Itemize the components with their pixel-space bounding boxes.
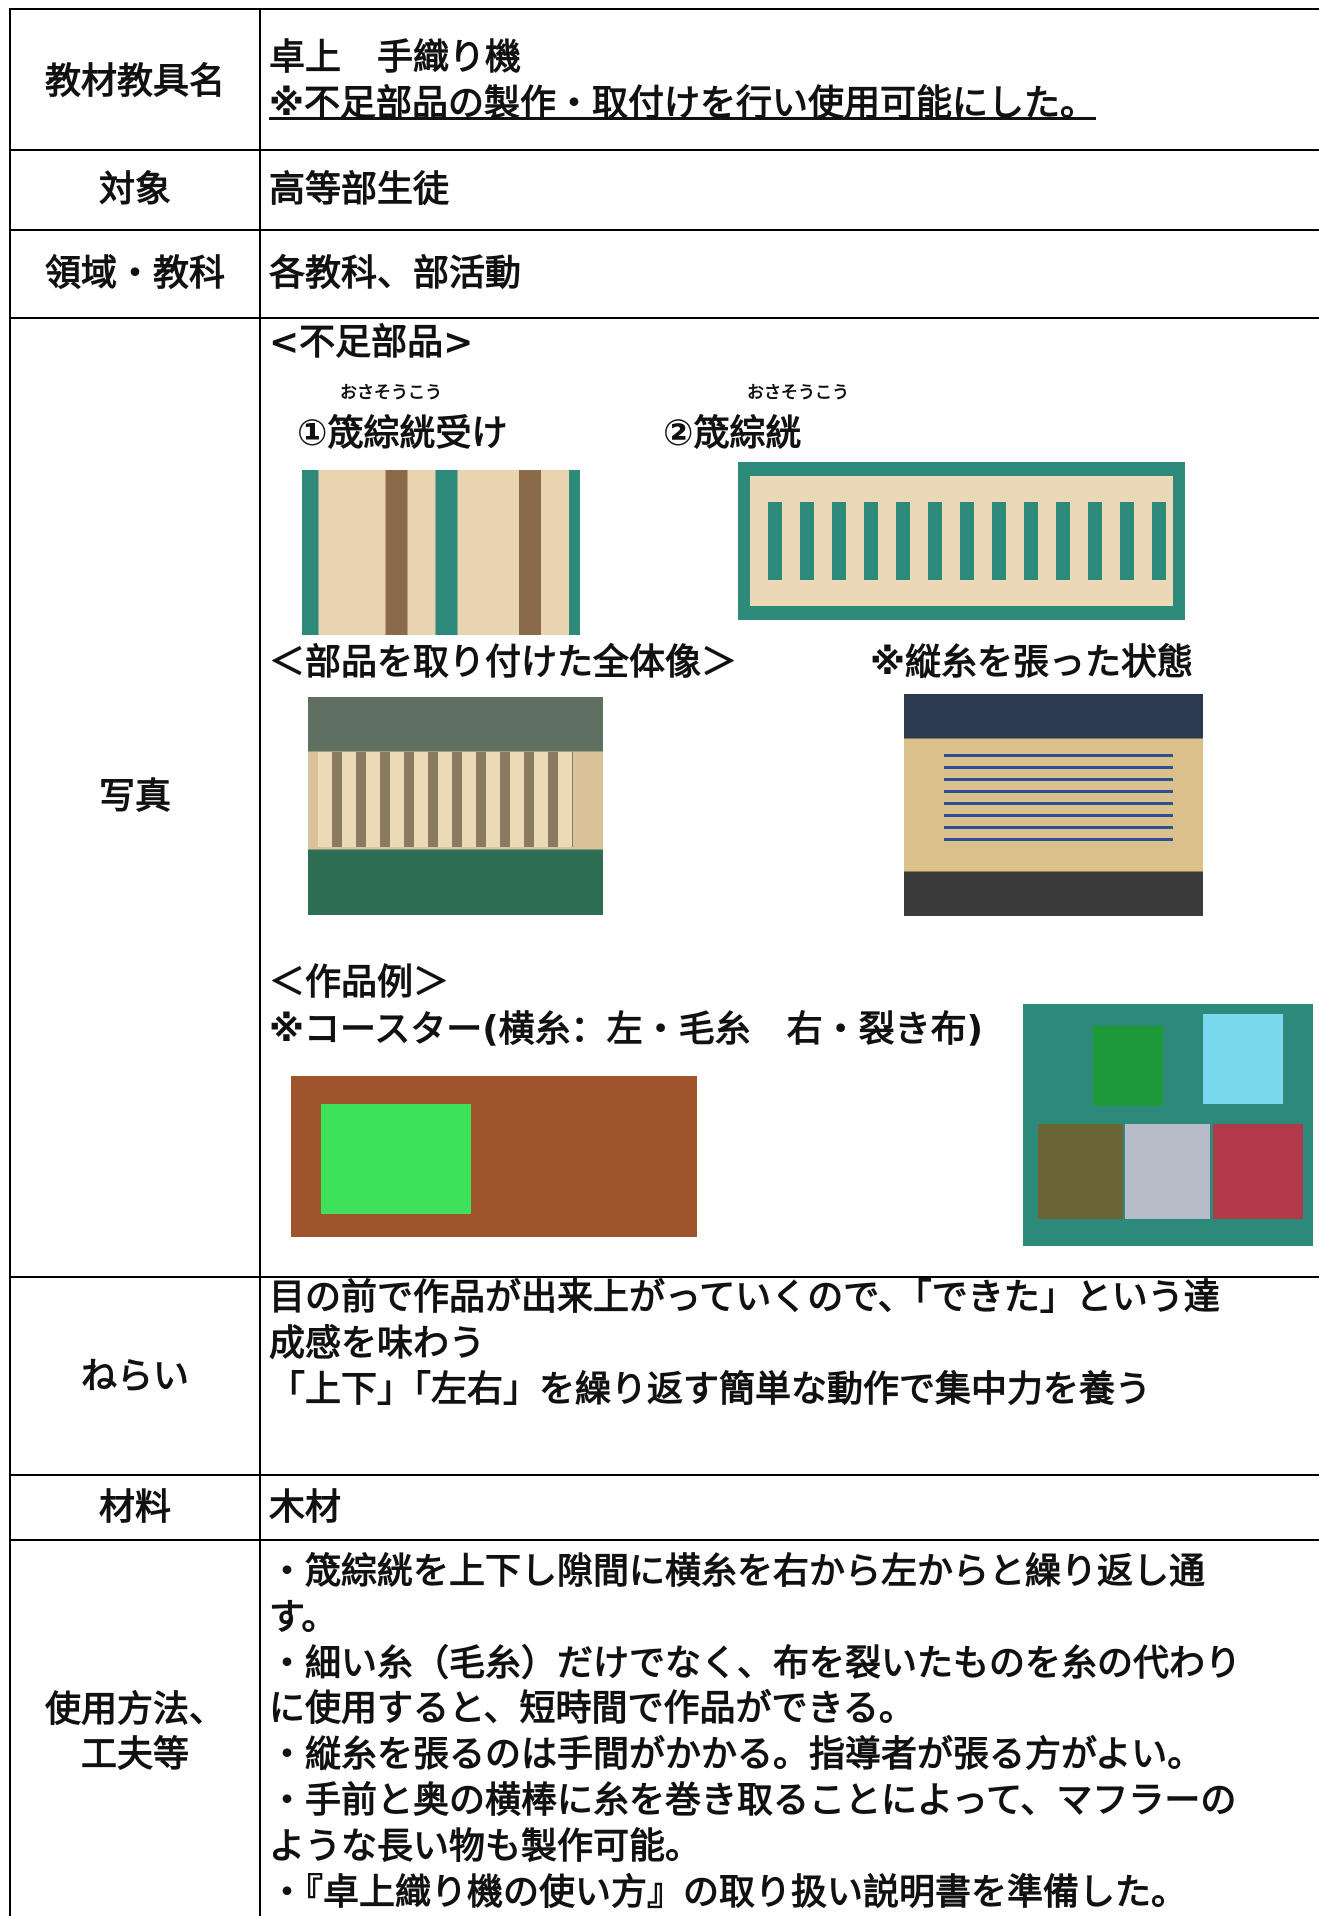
row-label: 写真 bbox=[98, 776, 171, 817]
border bbox=[259, 8, 261, 1916]
photo-part2 bbox=[738, 462, 1185, 620]
ruby: おさそうこう bbox=[340, 383, 442, 403]
cell-text: 木材 bbox=[269, 1487, 342, 1528]
row-label: 教材教具名 bbox=[44, 61, 225, 102]
cell-text: す。 bbox=[269, 1596, 338, 1638]
caption: ②筬綜絖 bbox=[663, 413, 802, 454]
border bbox=[9, 317, 1319, 319]
row-label: 材料 bbox=[98, 1487, 171, 1528]
photo-coasters-2 bbox=[1023, 1004, 1313, 1246]
caption: ＜作品例＞ bbox=[269, 962, 450, 1003]
cell-text: ・縦糸を張るのは手間がかかる。指導者が張る方がよい。 bbox=[269, 1734, 1204, 1776]
caption: ※縦糸を張った状態 bbox=[870, 642, 1193, 683]
row-label: 対象 bbox=[98, 169, 171, 210]
border bbox=[9, 1276, 1319, 1278]
row-label: 使用方法、 bbox=[44, 1689, 225, 1730]
border bbox=[9, 1539, 1319, 1541]
photo-assembled bbox=[308, 697, 603, 915]
cell-text: ような長い物も製作可能。 bbox=[269, 1825, 702, 1867]
border bbox=[9, 8, 11, 1916]
border bbox=[9, 1474, 1319, 1476]
photo-part1 bbox=[302, 470, 580, 635]
cell-text: 「上下」「左右」を繰り返す簡単な動作で集中力を養う bbox=[269, 1369, 1152, 1410]
cell-text: ・筬綜絖を上下し隙間に横糸を右から左からと繰り返し通 bbox=[269, 1551, 1206, 1592]
border bbox=[9, 149, 1319, 151]
caption: ＜部品を取り付けた全体像＞ bbox=[269, 642, 738, 683]
photo-warp bbox=[904, 694, 1203, 916]
cell-text: 目の前で作品が出来上がっていくので、「できた」という達 bbox=[269, 1277, 1220, 1318]
ruby: おさそうこう bbox=[747, 383, 849, 403]
caption: ①筬綜絖受け bbox=[297, 413, 508, 454]
cell-text: ・手前と奥の横棒に糸を巻き取ることによって、マフラーの bbox=[269, 1780, 1237, 1821]
border bbox=[9, 8, 1319, 10]
cell-text: ・『卓上織り機の使い方』の取り扱い説明書を準備した。 bbox=[269, 1871, 1188, 1913]
caption: <不足部品> bbox=[269, 322, 474, 363]
caption: ※コースター(横糸：左・毛糸 右・裂き布) bbox=[269, 1009, 984, 1050]
row-label: 工夫等 bbox=[80, 1734, 189, 1775]
cell-text: 卓上 手織り機 bbox=[269, 37, 522, 78]
row-label: ねらい bbox=[80, 1356, 189, 1397]
border bbox=[9, 229, 1319, 231]
cell-text: に使用すると、短時間で作品ができる。 bbox=[269, 1688, 915, 1730]
cell-text: 各教科、部活動 bbox=[269, 253, 522, 294]
cell-text: ・細い糸（毛糸）だけでなく、布を裂いたものを糸の代わり bbox=[269, 1642, 1242, 1684]
photo-coasters bbox=[291, 1076, 697, 1237]
cell-text: 高等部生徒 bbox=[269, 169, 450, 210]
cell-text: ※不足部品の製作・取付けを行い使用可能にした。 bbox=[269, 83, 1096, 124]
row-label: 領域・教科 bbox=[44, 253, 225, 294]
cell-text: 成感を味わう bbox=[269, 1323, 486, 1364]
